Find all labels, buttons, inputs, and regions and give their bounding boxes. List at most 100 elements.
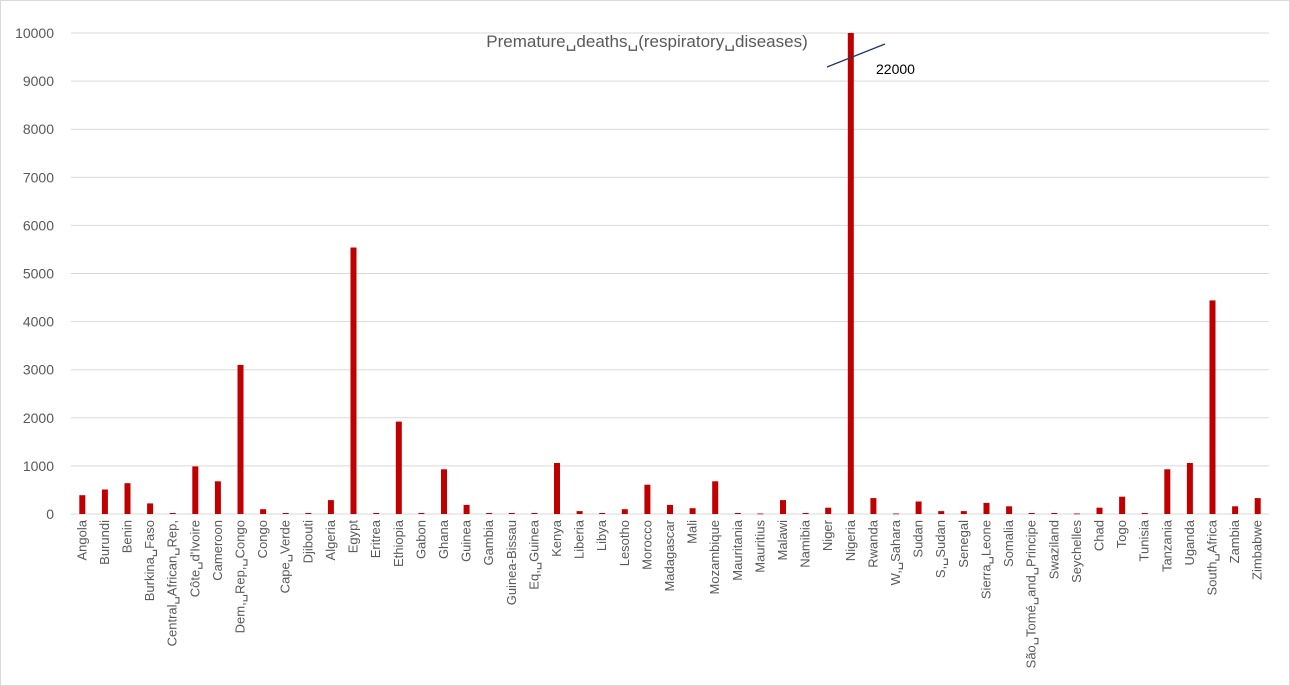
- y-axis-ticks: 0 1000 2000 3000 4000 5000 6000 7000 8000 9000 100…: [15, 25, 54, 522]
- bar: [237, 364, 244, 514]
- gridlines: [71, 32, 1269, 515]
- bar: [350, 247, 357, 514]
- x-tick-label: Eq,␣Guinea: [526, 519, 541, 589]
- x-tick-label: Burkina␣Faso: [142, 520, 157, 601]
- bar: [147, 503, 154, 514]
- x-tick-label: Gabon: [413, 520, 428, 559]
- x-tick-label: Eritrea: [368, 519, 383, 558]
- x-tick-label: Mauritius: [752, 520, 767, 573]
- x-tick-label: South␣Africa: [1204, 519, 1219, 595]
- x-tick-label: Gambia: [481, 519, 496, 565]
- x-tick-label: Guinea: [459, 519, 474, 562]
- y-tick-label: 6000: [23, 217, 54, 233]
- bars: [79, 33, 1261, 515]
- y-tick-label: 10000: [15, 25, 54, 41]
- x-tick-label: Niger: [820, 519, 835, 551]
- x-tick-label: Somalia: [1001, 519, 1016, 567]
- x-tick-label: Malawi: [775, 520, 790, 561]
- x-tick-label: Nigeria: [843, 519, 858, 561]
- bar: [734, 513, 741, 514]
- x-tick-label: Senegal: [956, 520, 971, 568]
- bar: [621, 509, 628, 514]
- x-tick-label: Uganda: [1182, 519, 1197, 565]
- x-tick-label: Kenya: [549, 519, 564, 557]
- x-tick-label: Rwanda: [865, 519, 880, 567]
- y-tick-label: 7000: [23, 169, 54, 185]
- bar: [938, 511, 945, 514]
- x-tick-label: Togo: [1114, 520, 1129, 548]
- axis-break-line: [826, 43, 886, 68]
- overflow-value-annotation: 22000: [876, 61, 915, 77]
- x-tick-label: Liberia: [572, 519, 587, 559]
- bar: [305, 513, 312, 514]
- x-tick-label: Ghana: [436, 519, 451, 559]
- x-tick-label: Seychelles: [1069, 520, 1084, 583]
- x-tick-label: Swaziland: [1046, 520, 1061, 579]
- x-tick-label: Zimbabwe: [1250, 520, 1265, 580]
- x-tick-label: Zambia: [1227, 519, 1242, 563]
- bar: [960, 511, 967, 514]
- y-tick-label: 9000: [23, 73, 54, 89]
- x-tick-label: Algeria: [323, 519, 338, 560]
- bar: [780, 500, 786, 514]
- bar: [1186, 463, 1193, 514]
- bar: [689, 508, 696, 514]
- y-tick-label: 8000: [23, 121, 54, 137]
- bar: [1028, 513, 1035, 514]
- x-tick-label: W,␣Sahara: [888, 519, 903, 585]
- bar: [1119, 496, 1126, 514]
- bar: [847, 33, 854, 514]
- x-tick-label: Angola: [74, 519, 89, 560]
- x-tick-label: Morocco: [639, 520, 654, 570]
- bar: [79, 495, 86, 514]
- bar: [599, 513, 606, 514]
- x-tick-label: Mozambique: [707, 520, 722, 594]
- chart-title: Premature␣deaths␣(respiratory␣diseases): [486, 32, 808, 51]
- bar: [825, 507, 832, 514]
- bar: [124, 483, 131, 514]
- x-tick-label: Côte␣d'Ivoire: [187, 520, 202, 597]
- x-tick-label: Guinea-Bissau: [504, 520, 519, 605]
- bar: [282, 513, 289, 514]
- bar: [260, 509, 267, 514]
- bar: [192, 466, 199, 514]
- x-tick-label: Central␣African␣Rep,: [165, 520, 180, 646]
- bar: [169, 513, 176, 514]
- x-tick-label: Egypt: [346, 520, 361, 554]
- x-tick-label: Congo: [255, 520, 270, 558]
- bar: [531, 513, 538, 514]
- x-tick-label: Benin: [120, 520, 135, 553]
- x-tick-label: Madagascar: [662, 519, 677, 591]
- x-tick-label: Cape␣Verde: [278, 520, 293, 593]
- bar: [101, 489, 108, 514]
- x-tick-label: São␣Tomé␣and␣Principe: [1024, 520, 1039, 668]
- x-tick-label: Namibia: [798, 519, 813, 567]
- x-tick-label: Ethiopia: [391, 519, 406, 567]
- bar: [418, 513, 425, 514]
- bar: [395, 421, 402, 514]
- bar: [373, 513, 380, 514]
- x-tick-label: Lesotho: [617, 520, 632, 566]
- y-tick-label: 4000: [23, 314, 54, 330]
- x-tick-label: Libya: [594, 519, 609, 551]
- bar: [1209, 300, 1216, 514]
- bar: [870, 498, 877, 514]
- bar: [1051, 513, 1058, 514]
- x-tick-label: Tanzania: [1159, 519, 1174, 572]
- x-tick-label: Chad: [1091, 520, 1106, 551]
- bar: [486, 513, 493, 514]
- y-tick-label: 1000: [23, 458, 54, 474]
- bar: [1141, 513, 1148, 514]
- bar: [441, 469, 447, 514]
- x-tick-label: S,␣Sudan: [933, 520, 948, 578]
- y-tick-label: 5000: [23, 266, 54, 282]
- bar: [1096, 507, 1103, 514]
- x-tick-label: Sudan: [911, 520, 926, 558]
- x-tick-label: Burundi: [97, 520, 112, 565]
- bar: [1232, 506, 1239, 514]
- y-tick-label: 3000: [23, 362, 54, 378]
- bar: [508, 513, 515, 514]
- x-tick-label: Sierra␣Leone: [978, 520, 993, 599]
- x-tick-label: Tunisia: [1137, 519, 1152, 561]
